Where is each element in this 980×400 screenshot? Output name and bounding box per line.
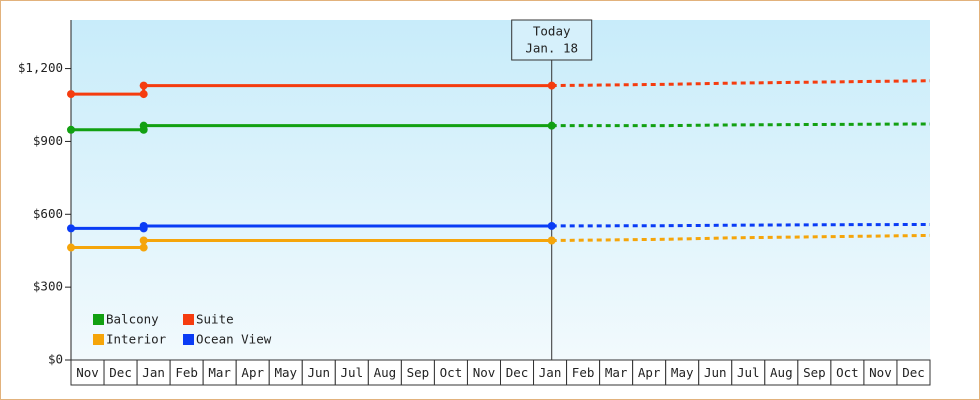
today-label: Jan. 18 [525,41,578,56]
x-tick-label: Mar [208,365,231,380]
forecast-line [551,79,931,88]
point [139,236,148,245]
x-tick-label: Jul [341,365,364,380]
x-tick-cell [466,359,502,386]
point [139,90,148,99]
x-tick-cell [136,359,171,386]
x-tick-cell [367,359,402,386]
x-tick-label: Dec [109,365,132,380]
legend-swatch [93,334,104,345]
x-tick-cell [764,359,799,386]
point [139,121,148,130]
x-tick-label: Aug [374,365,397,380]
x-tick-cell [103,359,138,386]
x-tick-cell [433,359,468,386]
x-tick-cell [70,359,105,386]
x-tick-label: Jan [539,365,562,380]
point [67,224,75,233]
y-tick-label: $300 [33,279,63,294]
x-tick-label: Dec [506,365,529,380]
point [139,243,148,252]
forecast-line [551,222,931,228]
point [67,243,75,252]
legend-label: Balcony [106,312,159,327]
x-tick-cell [830,359,865,386]
x-tick-cell [731,359,766,386]
x-tick-cell [896,359,931,386]
legend-swatch [183,334,194,345]
legend-label: Suite [196,312,234,327]
history-line [71,84,552,96]
point [67,125,75,134]
point [67,90,75,99]
y-tick-label: $600 [33,206,63,221]
legend-swatch [183,314,194,325]
point [139,81,148,90]
legend-label: Interior [106,332,167,347]
today-box [511,19,593,61]
y-tick-label: $1,200 [18,60,63,75]
x-tick-label: Jun [307,365,330,380]
x-tick-label: Nov [473,365,496,380]
x-tick-cell [202,359,237,386]
plot-area [71,20,930,360]
x-tick-cell [533,359,568,386]
legend-swatch [93,314,104,325]
legend-label: Ocean View [196,332,272,347]
x-tick-cell [698,359,733,386]
x-tick-label: Feb [572,365,595,380]
x-tick-cell [863,359,898,386]
x-tick-cell [665,359,700,386]
y-tick-label: $900 [33,133,63,148]
x-tick-label: Apr [241,365,264,380]
point [547,121,556,130]
x-tick-label: Oct [836,365,859,380]
x-tick-label: Sep [803,365,826,380]
x-tick-label: Nov [76,365,99,380]
x-tick-cell [169,359,204,386]
today-label: Today [533,24,571,39]
x-tick-label: May [671,365,694,380]
point [547,221,556,230]
forecast-line [551,122,931,128]
x-tick-label: Mar [605,365,628,380]
forecast-line [551,233,931,243]
x-tick-label: Jan [142,365,165,380]
x-tick-cell [797,359,832,386]
x-tick-label: Apr [638,365,661,380]
point [139,221,148,230]
point [547,236,556,245]
x-tick-label: Aug [770,365,793,380]
y-tick-label: $0 [48,352,63,367]
x-tick-label: Feb [175,365,198,380]
x-tick-cell [301,359,336,386]
x-tick-label: Sep [407,365,430,380]
point [547,81,556,90]
x-tick-cell [566,359,601,386]
x-tick-label: Jun [704,365,727,380]
x-tick-cell [632,359,667,386]
x-tick-label: Dec [902,365,925,380]
x-tick-label: Oct [440,365,463,380]
x-tick-label: May [274,365,297,380]
x-tick-label: Nov [869,365,892,380]
x-tick-label: Jul [737,365,760,380]
